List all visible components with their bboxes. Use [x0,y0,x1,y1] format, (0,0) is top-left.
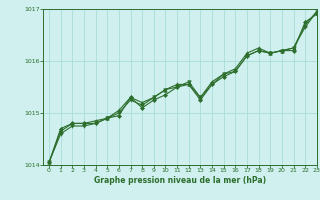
X-axis label: Graphe pression niveau de la mer (hPa): Graphe pression niveau de la mer (hPa) [94,176,266,185]
